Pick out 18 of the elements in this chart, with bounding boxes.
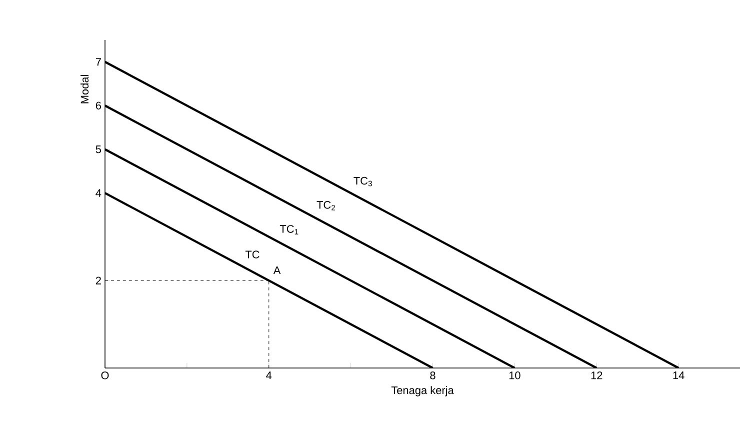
y-tick-label: 5 xyxy=(96,146,102,154)
x-tick-label: 10 xyxy=(509,372,520,380)
y-tick-label: 4 xyxy=(96,189,102,197)
y-tick-label: 7 xyxy=(96,58,101,66)
x-tick-label: 14 xyxy=(673,372,684,380)
x-tick-label: O xyxy=(101,372,109,380)
series-label: TC$_{1}$ xyxy=(280,225,298,234)
x-axis-title: Tenaga kerja xyxy=(391,386,454,396)
series-label: TC$_{3}$ xyxy=(354,176,372,186)
x-tick-label: 8 xyxy=(430,372,436,380)
x-tick-label: 12 xyxy=(591,372,602,380)
x-tick-label: 4 xyxy=(266,372,272,380)
series-label: TC$_{2}$ xyxy=(316,201,336,210)
y-axis-title: Modal xyxy=(80,75,89,104)
annotation: A xyxy=(273,266,281,274)
series-label: TC xyxy=(245,250,260,258)
y-tick-label: 2 xyxy=(96,276,101,284)
y-tick-label: 6 xyxy=(96,102,101,110)
